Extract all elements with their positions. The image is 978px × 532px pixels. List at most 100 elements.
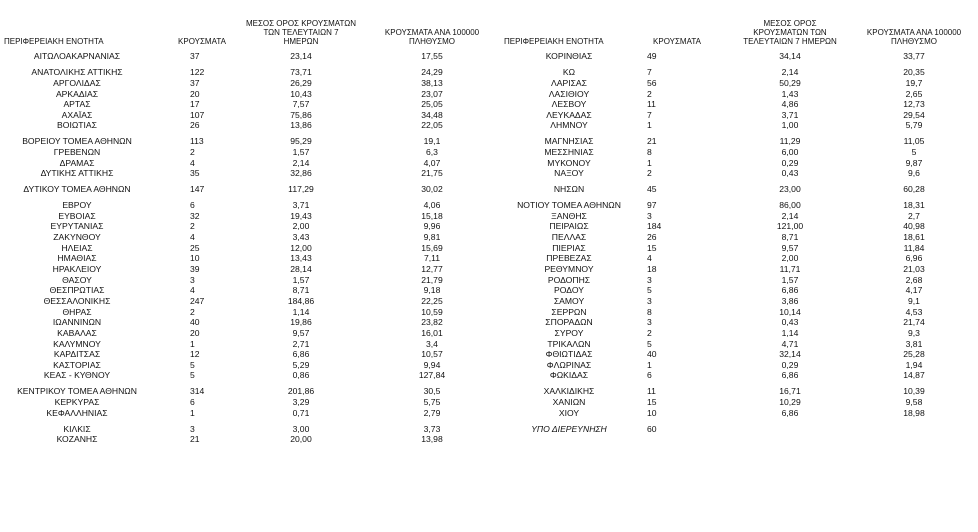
table-row: ΧΑΛΚΙΔΙΚΗΣ 11 16,71 10,39 xyxy=(497,386,975,397)
avg-7-days-value: 0,29 xyxy=(781,157,799,168)
table-row: ΠΡΕΒΕΖΑΣ 4 2,00 6,96 xyxy=(497,253,975,264)
cases-value: 6 xyxy=(647,370,652,381)
avg-7-days-value: 28,14 xyxy=(290,264,312,275)
table-row: ΝΟΤΙΟΥ ΤΟΜΕΑ ΑΘΗΝΩΝ 97 86,00 18,31 xyxy=(497,200,975,211)
region-name: ΘΗΡΑΣ xyxy=(62,306,92,317)
region-name: ΣΠΟΡΑΔΩΝ xyxy=(545,317,593,328)
per-100000-value: 9,6 xyxy=(908,168,920,179)
cases-value: 2 xyxy=(190,147,195,158)
table-row: ΛΑΣΙΘΙΟΥ 2 1,43 2,65 xyxy=(497,89,975,100)
region-name: ΚΕΝΤΡΙΚΟΥ ΤΟΜΕΑ ΑΘΗΝΩΝ xyxy=(17,386,137,397)
per-100000-value: 30,5 xyxy=(423,386,441,397)
per-100000-value: 4,53 xyxy=(905,306,923,317)
cases-value: 10 xyxy=(190,253,200,264)
per-100000-value: 7,11 xyxy=(423,253,441,264)
avg-7-days-value: 4,71 xyxy=(781,338,799,349)
region-name: ΝΑΞΟΥ xyxy=(554,168,584,179)
per-100000-value: 15,69 xyxy=(421,242,443,253)
region-name: ΚΕΑΣ - ΚΥΘΝΟΥ xyxy=(43,370,111,381)
avg-7-days-value: 5,29 xyxy=(292,359,310,370)
table-row: ΚΕΑΣ - ΚΥΘΝΟΥ 5 0,86 127,84 xyxy=(2,370,502,381)
table-header: ΠΕΡΙΦΕΡΕΙΑΚΗ ΕΝΟΤΗΤΑ ΚΡΟΥΣΜΑΤΑ ΜΕΣΟΣ ΟΡΟ… xyxy=(2,10,502,46)
region-name: ΔΥΤΙΚΗΣ ΑΤΤΙΚΗΣ xyxy=(40,168,114,179)
per-100000-value: 14,87 xyxy=(903,370,925,381)
cases-value: 60 xyxy=(647,423,657,434)
per-100000-value: 25,28 xyxy=(903,349,925,360)
per-100000-value: 5,75 xyxy=(423,397,441,407)
avg-7-days-value: 3,29 xyxy=(292,397,310,407)
cases-value: 45 xyxy=(647,184,657,195)
avg-7-days-value: 10,29 xyxy=(779,397,801,407)
per-100000-value: 38,13 xyxy=(421,77,443,88)
cases-value: 35 xyxy=(190,168,200,179)
table-row: ΒΟΙΩΤΙΑΣ 26 13,86 22,05 xyxy=(2,120,502,131)
cases-value: 7 xyxy=(647,67,652,78)
table-row: ΝΗΣΩΝ 45 23,00 60,28 xyxy=(497,184,975,195)
per-100000-value: 9,18 xyxy=(423,285,441,296)
table-row: ΞΑΝΘΗΣ 3 2,14 2,7 xyxy=(497,211,975,222)
header-region: ΠΕΡΙΦΕΡΕΙΑΚΗ ΕΝΟΤΗΤΑ xyxy=(4,37,104,46)
region-name: ΡΟΔΟΠΗΣ xyxy=(547,274,591,285)
region-name: ΡΕΘΥΜΝΟΥ xyxy=(544,264,594,275)
region-name: ΛΑΣΙΘΙΟΥ xyxy=(548,88,590,99)
avg-7-days-value: 3,71 xyxy=(292,200,310,211)
region-name: ΖΑΚΥΝΘΟΥ xyxy=(53,232,101,243)
table-row: ΓΡΕΒΕΝΩΝ 2 1,57 6,3 xyxy=(2,147,502,158)
table-row: ΑΡΓΟΛΙΔΑΣ 37 26,29 38,13 xyxy=(2,78,502,89)
region-name: ΚΕΡΚΥΡΑΣ xyxy=(54,397,100,407)
avg-7-days-value: 1,00 xyxy=(781,120,799,131)
table-row: ΚΕΦΑΛΛΗΝΙΑΣ 1 0,71 2,79 xyxy=(2,408,502,419)
avg-7-days-value: 2,00 xyxy=(781,253,799,264)
per-100000-value: 2,65 xyxy=(905,88,923,99)
per-100000-value: 2,68 xyxy=(905,274,923,285)
region-name: ΕΥΒΟΙΑΣ xyxy=(58,210,96,221)
region-name: ΝΟΤΙΟΥ ΤΟΜΕΑ ΑΘΗΝΩΝ xyxy=(517,200,621,211)
table-row: ΦΛΩΡΙΝΑΣ 1 0,29 1,94 xyxy=(497,360,975,371)
region-name: ΑΙΤΩΛΟΑΚΑΡΝΑΝΙΑΣ xyxy=(33,51,121,62)
table-row: ΦΘΙΩΤΙΔΑΣ 40 32,14 25,28 xyxy=(497,349,975,360)
avg-7-days-value: 10,14 xyxy=(779,306,801,317)
cases-value: 113 xyxy=(190,136,204,147)
region-name: ΛΕΣΒΟΥ xyxy=(551,99,587,110)
region-name: ΑΡΤΑΣ xyxy=(63,99,91,110)
region-name: ΧΙΟΥ xyxy=(558,407,580,418)
avg-7-days-value: 0,43 xyxy=(781,317,799,328)
per-100000-value: 9,81 xyxy=(423,232,441,243)
avg-7-days-value: 11,29 xyxy=(779,136,801,147)
region-name: ΗΡΑΚΛΕΙΟΥ xyxy=(52,264,102,275)
table-row: ΚΙΛΚΙΣ 3 3,00 3,73 xyxy=(2,424,502,435)
table-row: ΠΕΙΡΑΙΩΣ 184 121,00 40,98 xyxy=(497,221,975,232)
avg-7-days-value: 32,86 xyxy=(290,168,312,179)
table-row: ΚΕΡΚΥΡΑΣ 6 3,29 5,75 xyxy=(2,397,502,408)
cases-value: 5 xyxy=(190,359,195,370)
avg-7-days-value: 3,71 xyxy=(781,109,799,120)
per-100000-value: 10,59 xyxy=(421,306,443,317)
table-row: ΕΥΒΟΙΑΣ 32 19,43 15,18 xyxy=(2,211,502,222)
region-name: ΙΩΑΝΝΙΝΩΝ xyxy=(52,317,102,328)
table-row: ΘΑΣΟΥ 3 1,57 21,79 xyxy=(2,275,502,286)
table-row: ΥΠΟ ΔΙΕΡΕΥΝΗΣΗ 60 xyxy=(497,424,975,435)
per-100000-value: 2,79 xyxy=(423,407,441,418)
cases-value: 184 xyxy=(647,221,662,232)
cases-value: 40 xyxy=(190,317,200,328)
table-row: ΦΩΚΙΔΑΣ 6 6,86 14,87 xyxy=(497,370,975,381)
per-100000-value: 21,75 xyxy=(421,168,443,179)
avg-7-days-value: 7,57 xyxy=(292,99,310,110)
per-100000-value: 9,87 xyxy=(905,157,923,168)
cases-value: 39 xyxy=(190,264,200,275)
cases-value: 314 xyxy=(190,386,205,397)
avg-7-days-value: 23,00 xyxy=(779,184,801,195)
cases-value: 5 xyxy=(190,370,195,381)
cases-value: 2 xyxy=(190,306,195,317)
per-100000-value: 21,79 xyxy=(421,274,443,285)
cases-value: 26 xyxy=(647,232,657,243)
avg-7-days-value: 50,29 xyxy=(779,77,801,88)
per-100000-value: 20,35 xyxy=(903,67,925,78)
region-name: ΠΕΛΛΑΣ xyxy=(551,232,587,243)
per-100000-value: 9,3 xyxy=(908,327,920,338)
per-100000-value: 30,02 xyxy=(421,184,443,195)
region-name: ΣΕΡΡΩΝ xyxy=(551,306,587,317)
cases-value: 7 xyxy=(647,109,652,120)
table-row: ΑΝΑΤΟΛΙΚΗΣ ΑΤΤΙΚΗΣ 122 73,71 24,29 xyxy=(2,67,502,78)
table-row: ΣΠΟΡΑΔΩΝ 3 0,43 21,74 xyxy=(497,317,975,328)
